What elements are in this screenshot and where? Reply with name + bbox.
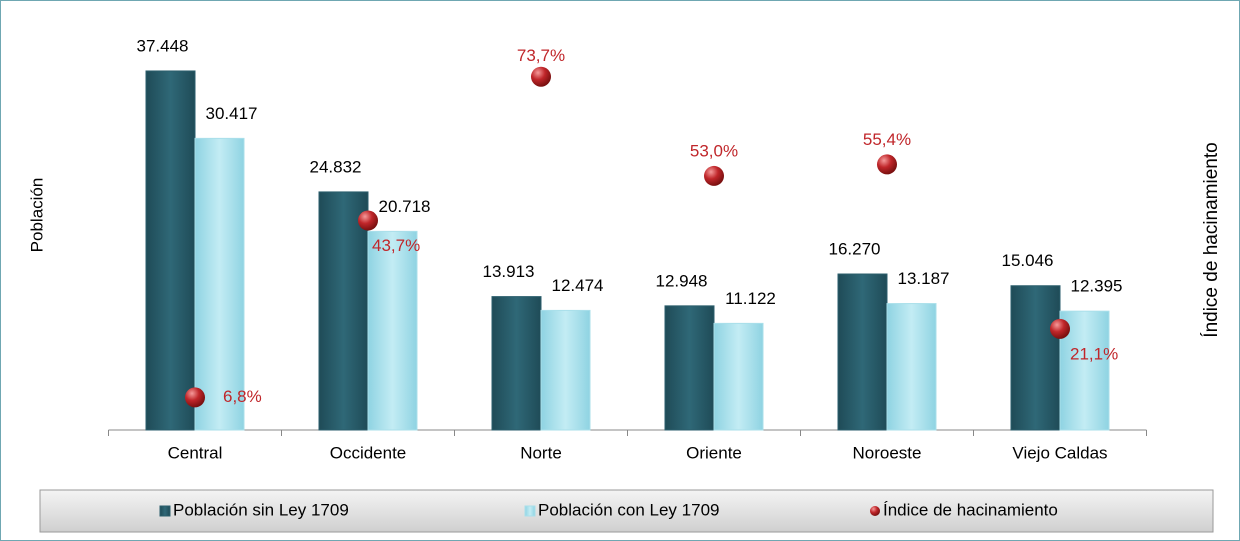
dot (531, 66, 551, 87)
bar-value-label: 20.718 (379, 197, 431, 216)
bar-value-label: 13.913 (483, 262, 535, 281)
dot (704, 165, 724, 186)
bar-value-label: 12.948 (656, 271, 708, 290)
legend-marker (870, 506, 880, 516)
dot-value-label: 53,0% (690, 141, 738, 160)
bar (540, 309, 591, 431)
dot-value-label: 55,4% (863, 130, 911, 149)
bar (1010, 285, 1061, 431)
bar (886, 303, 937, 431)
legend-label: Población con Ley 1709 (538, 500, 719, 519)
legend-label: Índice de hacinamiento (883, 500, 1058, 519)
dot (877, 154, 897, 175)
bar (664, 305, 715, 431)
bar-value-label: 16.270 (829, 239, 881, 258)
bar (367, 230, 418, 431)
bar-value-label: 11.122 (725, 289, 776, 308)
dot (185, 387, 205, 408)
x-tick-label: Occidente (330, 443, 407, 462)
bar (491, 296, 542, 431)
bar-value-label: 24.832 (310, 157, 362, 176)
bar-value-label: 12.395 (1071, 277, 1123, 296)
dot-value-label: 73,7% (517, 46, 565, 65)
bar-value-label: 37.448 (137, 36, 189, 55)
bar-value-label: 30.417 (206, 104, 258, 123)
y2-axis-label: Índice de hacinamiento (1201, 142, 1222, 337)
bar-value-label: 13.187 (898, 269, 950, 288)
bar (318, 191, 369, 431)
dot (358, 210, 378, 231)
legend-marker (159, 505, 171, 517)
dot-value-label: 43,7% (372, 236, 420, 255)
legend-box (39, 489, 1214, 533)
bar (837, 273, 888, 431)
y-axis-label: Población (27, 178, 46, 253)
bar (194, 137, 245, 431)
legend-marker (524, 505, 536, 517)
bar-value-label: 15.046 (1002, 251, 1054, 270)
x-tick-label: Norte (520, 443, 562, 462)
bar (713, 322, 764, 431)
x-tick-label: Oriente (686, 443, 742, 462)
x-tick-label: Viejo Caldas (1012, 443, 1107, 462)
dot (1050, 318, 1070, 339)
bar-value-label: 12.474 (552, 276, 604, 295)
x-tick-label: Noroeste (853, 443, 922, 462)
dot-value-label: 6,8% (223, 387, 262, 406)
dot-value-label: 21,1% (1070, 344, 1118, 363)
bar (145, 70, 196, 431)
x-tick-label: Central (168, 443, 223, 462)
legend-label: Población sin Ley 1709 (173, 500, 349, 519)
